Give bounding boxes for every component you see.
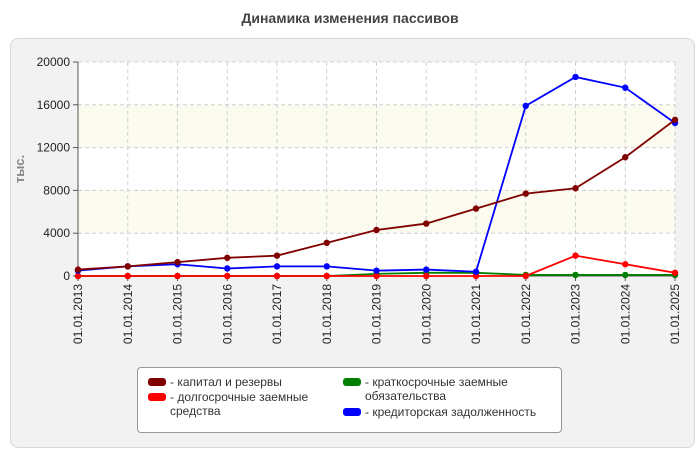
data-point-long-term-loans (273, 272, 281, 280)
legend-swatch-long-term-loans (148, 393, 166, 401)
x-tick-label: 01.01.2020 (419, 284, 433, 344)
data-point-long-term-loans (174, 272, 181, 280)
data-point-capital (423, 220, 430, 227)
data-point-long-term-loans (74, 272, 82, 280)
y-tick-label: 12000 (37, 141, 71, 155)
data-point-capital (373, 226, 380, 234)
x-tick-label: 01.01.2024 (618, 284, 632, 344)
x-tick-label: 01.01.2021 (469, 284, 483, 344)
data-point-long-term-loans (423, 272, 430, 280)
x-tick-label: 01.01.2018 (320, 284, 334, 344)
data-point-long-term-loans (124, 272, 131, 280)
data-point-capital (124, 263, 131, 270)
legend-item-long-term-loans: - долгосрочные заемные средства (148, 390, 328, 418)
x-tick-label: 01.01.2023 (569, 284, 583, 344)
data-point-long-term-loans (323, 272, 330, 280)
legend-swatch-short-term-loans (343, 378, 361, 386)
legend-label-payables: - кредиторская задолженность (365, 405, 537, 419)
data-point-payables (572, 73, 579, 81)
data-point-capital (622, 154, 629, 161)
data-point-long-term-loans (622, 261, 629, 268)
data-point-long-term-loans (522, 272, 529, 280)
chart-title: Динамика изменения пассивов (241, 10, 459, 26)
legend-label-long-term-loans: - долгосрочные заемные средства (170, 390, 309, 418)
data-point-long-term-loans (373, 272, 380, 280)
data-point-payables (522, 102, 529, 110)
y-tick-label: 8000 (43, 183, 70, 197)
data-point-payables (373, 267, 380, 274)
legend-label-capital: - капитал и резервы (170, 375, 282, 389)
data-point-capital (323, 239, 330, 247)
x-tick-label: 01.01.2017 (270, 284, 284, 344)
data-point-capital (671, 116, 679, 123)
legend-item-payables: - кредиторская задолженность (343, 405, 558, 419)
x-tick-label: 01.01.2014 (121, 284, 135, 344)
data-point-capital (273, 252, 281, 259)
data-point-long-term-loans (224, 272, 231, 280)
data-point-capital (74, 266, 82, 273)
x-tick-label: 01.01.2025 (668, 284, 682, 344)
legend-item-capital: - капитал и резервы (148, 375, 328, 389)
y-tick-label: 0 (63, 269, 70, 283)
y-tick-label: 4000 (43, 226, 70, 240)
data-point-long-term-loans (671, 269, 679, 276)
data-point-short-term-loans (572, 271, 579, 279)
data-point-short-term-loans (622, 271, 629, 279)
data-point-payables (423, 266, 430, 273)
data-point-payables (323, 263, 330, 270)
data-point-capital (522, 190, 529, 197)
legend: - капитал и резервы - долгосрочные заемн… (137, 367, 562, 433)
data-point-payables (472, 268, 480, 275)
data-point-payables (622, 84, 629, 91)
x-tick-label: 01.01.2019 (370, 284, 384, 344)
y-axis-label: тыс. (12, 155, 27, 183)
x-tick-label: 01.01.2016 (220, 284, 234, 344)
data-point-capital (174, 258, 181, 266)
data-point-payables (273, 263, 281, 270)
legend-swatch-payables (343, 408, 361, 416)
data-point-capital (472, 205, 480, 212)
x-tick-label: 01.01.2015 (171, 284, 185, 344)
data-point-capital (224, 254, 231, 262)
data-point-long-term-loans (572, 252, 579, 259)
y-tick-label: 20000 (37, 55, 71, 69)
data-point-capital (572, 185, 579, 192)
x-tick-label: 01.01.2022 (519, 284, 533, 344)
x-tick-label: 01.01.2013 (71, 284, 85, 344)
legend-swatch-capital (148, 378, 166, 386)
legend-label-short-term-loans: - краткосрочные заемные обязательства (365, 375, 508, 403)
y-tick-label: 16000 (37, 98, 71, 112)
data-point-payables (224, 265, 231, 272)
legend-item-short-term-loans: - краткосрочные заемные обязательства (343, 375, 553, 403)
